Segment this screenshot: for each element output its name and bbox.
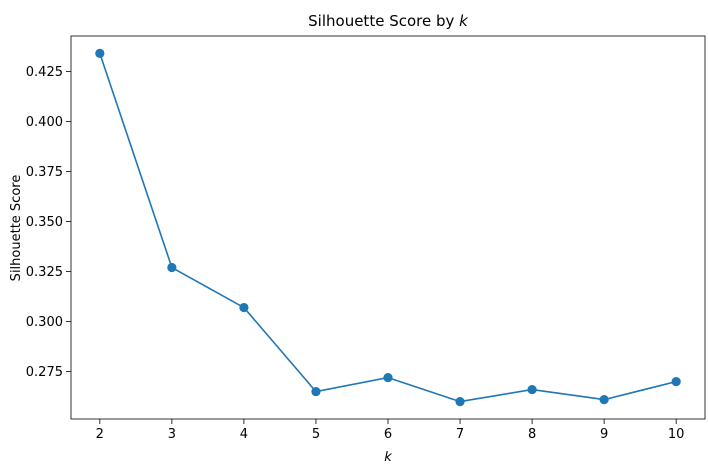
y-tick-label: 0.275	[26, 365, 63, 380]
y-tick-label: 0.350	[26, 215, 63, 230]
x-tick-label: 9	[600, 427, 608, 442]
chart-title: Silhouette Score by k	[308, 12, 469, 30]
x-tick-label: 8	[528, 427, 536, 442]
x-tick-label: 2	[96, 427, 104, 442]
data-point	[455, 396, 465, 407]
data-point	[167, 262, 177, 273]
plot-area: 2 3 4 5 6 7 8 9 10 0.275 0.300 0.325 0.350 0.375 0.400…	[26, 35, 706, 442]
y-tick-label: 0.325	[26, 265, 63, 280]
y-tick-label: 0.425	[26, 65, 63, 80]
x-tick-label: 5	[312, 427, 320, 442]
x-tick-label: 10	[668, 427, 685, 442]
data-point	[95, 48, 105, 59]
y-tick-label: 0.300	[26, 315, 63, 330]
y-axis-label: Silhouette Score	[9, 175, 24, 282]
chart-title-variable: k	[459, 12, 469, 30]
chart-title-prefix: Silhouette Score by	[308, 12, 459, 30]
data-point	[527, 384, 537, 395]
data-point	[671, 376, 681, 387]
x-axis-label: k	[384, 450, 392, 465]
data-point	[239, 302, 249, 313]
x-tick-label: 7	[456, 427, 464, 442]
axes-frame	[70, 35, 706, 420]
y-tick-label: 0.375	[26, 165, 63, 180]
data-point	[599, 394, 609, 405]
x-tick-label: 4	[240, 427, 248, 442]
series-line	[99, 53, 677, 403]
x-tick-label: 6	[384, 427, 392, 442]
y-tick-label: 0.400	[26, 115, 63, 130]
x-tick-label: 3	[168, 427, 176, 442]
data-point	[383, 372, 393, 383]
data-point	[311, 386, 321, 397]
